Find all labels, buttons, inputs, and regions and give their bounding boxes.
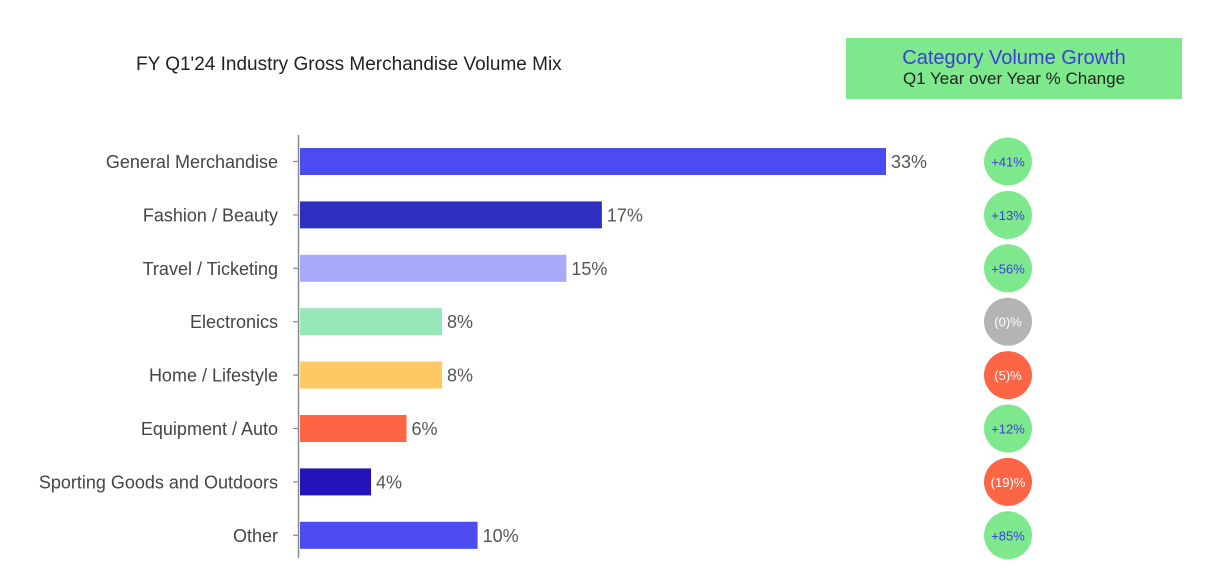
- growth-badge: [984, 511, 1032, 560]
- growth-badge-value: +85%: [991, 528, 1025, 543]
- bar: [300, 361, 443, 389]
- chart-title: FY Q1'24 Industry Gross Merchandise Volu…: [136, 54, 562, 75]
- growth-panel: Category Volume Growth Q1 Year over Year…: [846, 38, 1182, 99]
- bar: [300, 148, 886, 175]
- category-label: Travel / Ticketing: [143, 259, 278, 279]
- value-label: 33%: [891, 152, 927, 172]
- growth-badge: [984, 457, 1032, 506]
- category-label: Other: [233, 526, 278, 546]
- bar: [300, 468, 372, 496]
- growth-badge-value: (5)%: [994, 368, 1022, 383]
- growth-badge: [984, 137, 1032, 186]
- bar: [300, 415, 407, 442]
- category-label: Fashion / Beauty: [143, 205, 278, 225]
- growth-badge: [984, 297, 1032, 346]
- growth-badge-value: +41%: [991, 155, 1025, 170]
- growth-badge: [984, 190, 1032, 239]
- growth-badge: [984, 404, 1032, 453]
- growth-badge-value: (0)%: [994, 315, 1022, 330]
- value-label: 10%: [483, 526, 519, 546]
- growth-badge-value: (19)%: [991, 475, 1026, 490]
- value-label: 6%: [412, 419, 438, 439]
- growth-badge-value: +12%: [991, 422, 1025, 437]
- growth-panel-title: Category Volume Growth: [902, 47, 1126, 69]
- value-label: 15%: [571, 259, 607, 279]
- value-label: 17%: [607, 205, 643, 225]
- growth-panel-subtitle: Q1 Year over Year % Change: [902, 69, 1126, 88]
- category-label: Electronics: [190, 312, 278, 332]
- value-label: 8%: [447, 366, 473, 386]
- growth-badge: [984, 351, 1032, 400]
- bar: [300, 521, 478, 549]
- growth-badge-value: +56%: [991, 261, 1025, 276]
- growth-badge: [984, 244, 1032, 293]
- growth-badge-value: +13%: [991, 208, 1025, 223]
- bar: [300, 254, 567, 282]
- bar: [300, 201, 602, 229]
- category-label: Sporting Goods and Outdoors: [39, 472, 278, 492]
- value-label: 8%: [447, 312, 473, 332]
- category-label: Home / Lifestyle: [149, 366, 278, 386]
- category-label: Equipment / Auto: [141, 419, 278, 439]
- category-label: General Merchandise: [106, 152, 278, 172]
- bar: [300, 308, 443, 336]
- value-label: 4%: [376, 472, 402, 492]
